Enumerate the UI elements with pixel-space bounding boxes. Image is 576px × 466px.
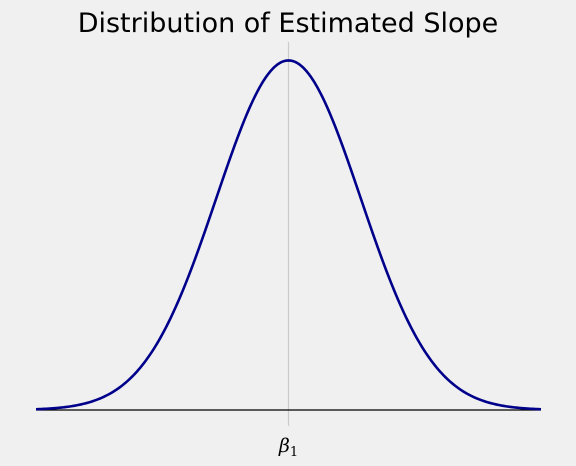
x-tick-label: β1 (278, 435, 298, 460)
chart-title: Distribution of Estimated Slope (78, 8, 499, 39)
series-line-normal-density (35, 59, 542, 411)
x-tick-labels: β1 (278, 435, 298, 460)
